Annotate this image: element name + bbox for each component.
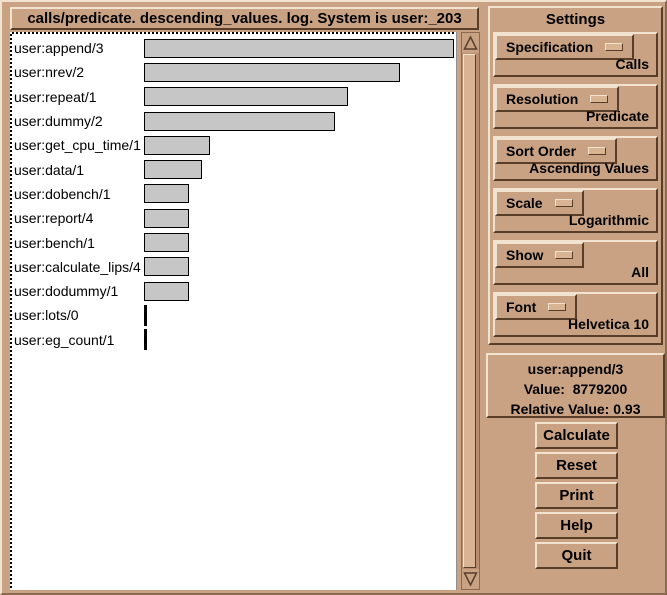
option-menu-label: Show — [506, 247, 544, 263]
chart-row: user:lots/0 — [14, 303, 454, 327]
sort-order-current-value: Ascending Values — [529, 160, 649, 176]
action-button-column: Calculate Reset Print Help Quit — [535, 422, 618, 572]
chart-canvas: user:append/3 user:nrev/2 user:repeat/1 use… — [10, 32, 457, 590]
setting-group-resolution: Resolution Predicate — [493, 84, 658, 129]
value-line: Value: 8779200 — [488, 379, 663, 399]
predicate-label: user:dodummy/1 — [14, 283, 119, 300]
predicate-label: user:dummy/2 — [14, 113, 103, 130]
option-menu-indicator-icon — [605, 43, 624, 51]
predicate-label: user:append/3 — [14, 40, 104, 57]
option-menu-indicator-icon — [555, 251, 574, 259]
scroll-up-button[interactable] — [462, 33, 479, 53]
chart-row: user:append/3 — [14, 36, 454, 60]
value-bar[interactable] — [144, 329, 147, 351]
option-menu-label: Resolution — [506, 91, 579, 107]
predicate-label: user:lots/0 — [14, 307, 79, 324]
show-menu-button[interactable]: Show — [495, 242, 585, 268]
settings-heading: Settings — [545, 11, 606, 28]
value-bar[interactable] — [144, 233, 189, 253]
option-menu-label: Specification — [506, 39, 594, 55]
show-current-value: All — [631, 264, 649, 280]
resolution-current-value: Predicate — [585, 108, 649, 124]
relative-value-label: Relative Value: — [510, 401, 610, 417]
value-bar[interactable] — [144, 38, 454, 58]
value-label: Value: — [523, 381, 565, 397]
value-bar[interactable] — [144, 184, 189, 204]
predicate-label: user:repeat/1 — [14, 88, 97, 105]
option-menu-indicator-icon — [588, 147, 607, 155]
scroll-down-button[interactable] — [462, 569, 479, 589]
option-menu-label: Scale — [506, 195, 543, 211]
down-arrow-icon — [463, 572, 478, 587]
chart-row: user:dodummy/1 — [14, 279, 454, 303]
chart-row: user:repeat/1 — [14, 85, 454, 109]
setting-group-specification: Specification Calls — [493, 32, 658, 77]
value-bar[interactable] — [144, 111, 335, 131]
chart-row: user:get_cpu_time/1 — [14, 133, 454, 157]
predicate-label: user:report/4 — [14, 210, 94, 227]
setting-group-show: Show All — [493, 240, 658, 285]
option-menu-indicator-icon — [554, 199, 573, 207]
chart-row: user:bench/1 — [14, 230, 454, 254]
chart-row: user:dobench/1 — [14, 182, 454, 206]
chart-title-bar: calls/predicate. descending_values. log.… — [10, 7, 479, 30]
resolution-menu-button[interactable]: Resolution — [495, 86, 620, 112]
predicate-label: user:calculate_lips/4 — [14, 258, 141, 275]
predicate-bar-list: user:append/3 user:nrev/2 user:repeat/1 use… — [14, 36, 454, 352]
value-bar[interactable] — [144, 208, 189, 228]
predicate-label: user:nrev/2 — [14, 64, 85, 81]
value-bar[interactable] — [144, 304, 147, 326]
selection-info-panel: user:append/3 Value: 8779200 Relative Va… — [486, 353, 665, 418]
vertical-scrollbar[interactable] — [461, 32, 480, 590]
quit-button[interactable]: Quit — [535, 542, 618, 569]
option-menu-indicator-icon — [590, 95, 609, 103]
selected-predicate-label: user:append/3 — [527, 361, 624, 377]
setting-group-scale: Scale Logarithmic — [493, 188, 658, 233]
predicate-label: user:get_cpu_time/1 — [14, 137, 141, 154]
font-current-value: Helvetica 10 — [568, 316, 649, 332]
setting-group-sort-order: Sort Order Ascending Values — [493, 136, 658, 181]
specification-menu-button[interactable]: Specification — [495, 34, 635, 60]
value-bar[interactable] — [144, 257, 189, 277]
canvas-top-stipple-border — [10, 32, 456, 34]
value-bar[interactable] — [144, 87, 348, 107]
option-menu-label: Font — [506, 299, 537, 315]
chart-row: user:report/4 — [14, 206, 454, 230]
scrollbar-thumb[interactable] — [463, 54, 476, 568]
value-bar[interactable] — [144, 62, 400, 82]
setting-group-font: Font Helvetica 10 — [493, 292, 658, 337]
specification-current-value: Calls — [615, 56, 649, 72]
settings-groups: Specification Calls Resolution Predicate Sor… — [490, 32, 661, 337]
chart-row: user:calculate_lips/4 — [14, 255, 454, 279]
predicate-label: user:dobench/1 — [14, 185, 111, 202]
relative-value-line: Relative Value: 0.93 — [488, 399, 663, 419]
predicate-label: user:data/1 — [14, 161, 85, 178]
predicate-label: user:eg_count/1 — [14, 331, 115, 348]
option-menu-label: Sort Order — [506, 143, 577, 159]
canvas-left-stipple-border — [10, 32, 12, 590]
predicate-label: user:bench/1 — [14, 234, 95, 251]
value-number: 8779200 — [572, 381, 628, 397]
chart-row: user:eg_count/1 — [14, 328, 454, 352]
relative-value-number: 0.93 — [613, 401, 641, 417]
up-arrow-icon — [463, 35, 478, 50]
chart-row: user:data/1 — [14, 157, 454, 181]
value-bar[interactable] — [144, 281, 189, 301]
sort-order-menu-button[interactable]: Sort Order — [495, 138, 618, 164]
option-menu-indicator-icon — [548, 303, 567, 311]
print-button[interactable]: Print — [535, 482, 618, 509]
value-bar[interactable] — [144, 135, 210, 155]
scale-current-value: Logarithmic — [568, 212, 649, 228]
scale-menu-button[interactable]: Scale — [495, 190, 584, 216]
calculate-button[interactable]: Calculate — [535, 422, 618, 449]
help-button[interactable]: Help — [535, 512, 618, 539]
font-menu-button[interactable]: Font — [495, 294, 578, 320]
value-bar[interactable] — [144, 160, 202, 180]
settings-panel: Settings Specification Calls Resolution Pre… — [488, 6, 663, 345]
reset-button[interactable]: Reset — [535, 452, 618, 479]
chart-row: user:dummy/2 — [14, 109, 454, 133]
chart-row: user:nrev/2 — [14, 60, 454, 84]
